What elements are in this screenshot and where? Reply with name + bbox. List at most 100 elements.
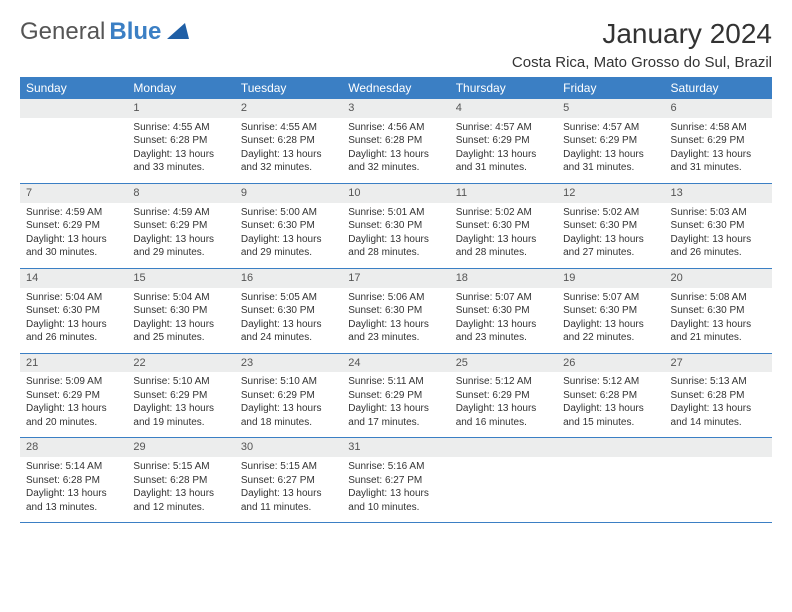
day-number-cell: 25 bbox=[450, 353, 557, 372]
day-d1: Daylight: 13 hours bbox=[348, 233, 443, 247]
day-sr: Sunrise: 5:15 AM bbox=[241, 460, 336, 474]
day-info-cell: Sunrise: 5:07 AMSunset: 6:30 PMDaylight:… bbox=[450, 288, 557, 354]
day-number-cell: 10 bbox=[342, 183, 449, 202]
day-info-cell: Sunrise: 5:15 AMSunset: 6:27 PMDaylight:… bbox=[235, 457, 342, 523]
day-info-cell: Sunrise: 5:02 AMSunset: 6:30 PMDaylight:… bbox=[557, 203, 664, 269]
day-d2: and 26 minutes. bbox=[26, 331, 121, 345]
day-d2: and 14 minutes. bbox=[671, 416, 766, 430]
day-info-cell: Sunrise: 5:04 AMSunset: 6:30 PMDaylight:… bbox=[127, 288, 234, 354]
day-d2: and 23 minutes. bbox=[348, 331, 443, 345]
day-sr: Sunrise: 4:57 AM bbox=[456, 121, 551, 135]
day-d1: Daylight: 13 hours bbox=[348, 402, 443, 416]
day-number-cell: 3 bbox=[342, 99, 449, 118]
day-sr: Sunrise: 5:13 AM bbox=[671, 375, 766, 389]
day-ss: Sunset: 6:30 PM bbox=[348, 304, 443, 318]
day-info-cell: Sunrise: 5:12 AMSunset: 6:28 PMDaylight:… bbox=[557, 372, 664, 438]
day-info-cell: Sunrise: 4:55 AMSunset: 6:28 PMDaylight:… bbox=[127, 118, 234, 184]
day-sr: Sunrise: 5:12 AM bbox=[456, 375, 551, 389]
day-info-cell: Sunrise: 5:15 AMSunset: 6:28 PMDaylight:… bbox=[127, 457, 234, 523]
day-number-cell: 11 bbox=[450, 183, 557, 202]
logo-text-general: General bbox=[20, 18, 105, 46]
day-d1: Daylight: 13 hours bbox=[26, 318, 121, 332]
day-sr: Sunrise: 5:02 AM bbox=[456, 206, 551, 220]
day-number-row: 14151617181920 bbox=[20, 268, 772, 287]
day-d2: and 32 minutes. bbox=[241, 161, 336, 175]
day-info-cell: Sunrise: 4:56 AMSunset: 6:28 PMDaylight:… bbox=[342, 118, 449, 184]
day-info-cell: Sunrise: 5:02 AMSunset: 6:30 PMDaylight:… bbox=[450, 203, 557, 269]
logo-text-blue: Blue bbox=[109, 18, 161, 46]
day-d1: Daylight: 13 hours bbox=[241, 233, 336, 247]
day-number-cell: 16 bbox=[235, 268, 342, 287]
day-info-cell: Sunrise: 4:57 AMSunset: 6:29 PMDaylight:… bbox=[557, 118, 664, 184]
day-d2: and 17 minutes. bbox=[348, 416, 443, 430]
day-d1: Daylight: 13 hours bbox=[348, 148, 443, 162]
day-number-cell: 18 bbox=[450, 268, 557, 287]
day-info-cell: Sunrise: 5:08 AMSunset: 6:30 PMDaylight:… bbox=[665, 288, 772, 354]
weekday-header: Monday bbox=[127, 77, 234, 99]
day-sr: Sunrise: 5:06 AM bbox=[348, 291, 443, 305]
day-ss: Sunset: 6:28 PM bbox=[241, 134, 336, 148]
weekday-header: Thursday bbox=[450, 77, 557, 99]
day-ss: Sunset: 6:30 PM bbox=[456, 219, 551, 233]
day-ss: Sunset: 6:29 PM bbox=[563, 134, 658, 148]
day-info-cell: Sunrise: 5:14 AMSunset: 6:28 PMDaylight:… bbox=[20, 457, 127, 523]
day-number-cell: 24 bbox=[342, 353, 449, 372]
weekday-header: Tuesday bbox=[235, 77, 342, 99]
day-sr: Sunrise: 5:11 AM bbox=[348, 375, 443, 389]
day-d2: and 15 minutes. bbox=[563, 416, 658, 430]
day-sr: Sunrise: 5:07 AM bbox=[563, 291, 658, 305]
day-ss: Sunset: 6:27 PM bbox=[348, 474, 443, 488]
day-number-row: 123456 bbox=[20, 99, 772, 118]
day-sr: Sunrise: 5:03 AM bbox=[671, 206, 766, 220]
weekday-header-row: Sunday Monday Tuesday Wednesday Thursday… bbox=[20, 77, 772, 99]
day-ss: Sunset: 6:29 PM bbox=[133, 219, 228, 233]
day-d1: Daylight: 13 hours bbox=[671, 233, 766, 247]
day-d2: and 11 minutes. bbox=[241, 501, 336, 515]
day-info-cell: Sunrise: 5:10 AMSunset: 6:29 PMDaylight:… bbox=[235, 372, 342, 438]
day-d2: and 23 minutes. bbox=[456, 331, 551, 345]
day-number-cell: 5 bbox=[557, 99, 664, 118]
day-d2: and 29 minutes. bbox=[241, 246, 336, 260]
day-ss: Sunset: 6:28 PM bbox=[133, 474, 228, 488]
day-number-cell: 31 bbox=[342, 438, 449, 457]
day-info-cell: Sunrise: 5:05 AMSunset: 6:30 PMDaylight:… bbox=[235, 288, 342, 354]
day-sr: Sunrise: 5:15 AM bbox=[133, 460, 228, 474]
day-ss: Sunset: 6:29 PM bbox=[241, 389, 336, 403]
day-d1: Daylight: 13 hours bbox=[241, 148, 336, 162]
day-ss: Sunset: 6:28 PM bbox=[671, 389, 766, 403]
day-sr: Sunrise: 4:57 AM bbox=[563, 121, 658, 135]
day-sr: Sunrise: 4:59 AM bbox=[26, 206, 121, 220]
day-info-cell: Sunrise: 4:59 AMSunset: 6:29 PMDaylight:… bbox=[20, 203, 127, 269]
day-sr: Sunrise: 5:01 AM bbox=[348, 206, 443, 220]
day-info-cell: Sunrise: 5:11 AMSunset: 6:29 PMDaylight:… bbox=[342, 372, 449, 438]
day-d1: Daylight: 13 hours bbox=[456, 318, 551, 332]
day-number-cell: 21 bbox=[20, 353, 127, 372]
day-d1: Daylight: 13 hours bbox=[133, 148, 228, 162]
day-ss: Sunset: 6:30 PM bbox=[241, 219, 336, 233]
day-sr: Sunrise: 5:07 AM bbox=[456, 291, 551, 305]
day-d2: and 10 minutes. bbox=[348, 501, 443, 515]
day-ss: Sunset: 6:30 PM bbox=[563, 219, 658, 233]
day-d2: and 19 minutes. bbox=[133, 416, 228, 430]
day-d2: and 12 minutes. bbox=[133, 501, 228, 515]
day-d1: Daylight: 13 hours bbox=[563, 318, 658, 332]
day-number-cell: 30 bbox=[235, 438, 342, 457]
day-ss: Sunset: 6:29 PM bbox=[133, 389, 228, 403]
day-d1: Daylight: 13 hours bbox=[456, 148, 551, 162]
day-sr: Sunrise: 5:00 AM bbox=[241, 206, 336, 220]
day-info-cell bbox=[450, 457, 557, 523]
day-d2: and 31 minutes. bbox=[563, 161, 658, 175]
day-ss: Sunset: 6:30 PM bbox=[671, 219, 766, 233]
day-ss: Sunset: 6:29 PM bbox=[456, 389, 551, 403]
day-info-cell: Sunrise: 5:16 AMSunset: 6:27 PMDaylight:… bbox=[342, 457, 449, 523]
day-sr: Sunrise: 5:16 AM bbox=[348, 460, 443, 474]
day-number-cell: 4 bbox=[450, 99, 557, 118]
day-d2: and 31 minutes. bbox=[671, 161, 766, 175]
day-d1: Daylight: 13 hours bbox=[133, 487, 228, 501]
day-info-row: Sunrise: 5:09 AMSunset: 6:29 PMDaylight:… bbox=[20, 372, 772, 438]
day-number-cell: 13 bbox=[665, 183, 772, 202]
logo: General Blue bbox=[20, 18, 189, 46]
day-d1: Daylight: 13 hours bbox=[26, 402, 121, 416]
day-info-cell: Sunrise: 5:03 AMSunset: 6:30 PMDaylight:… bbox=[665, 203, 772, 269]
day-number-cell: 27 bbox=[665, 353, 772, 372]
